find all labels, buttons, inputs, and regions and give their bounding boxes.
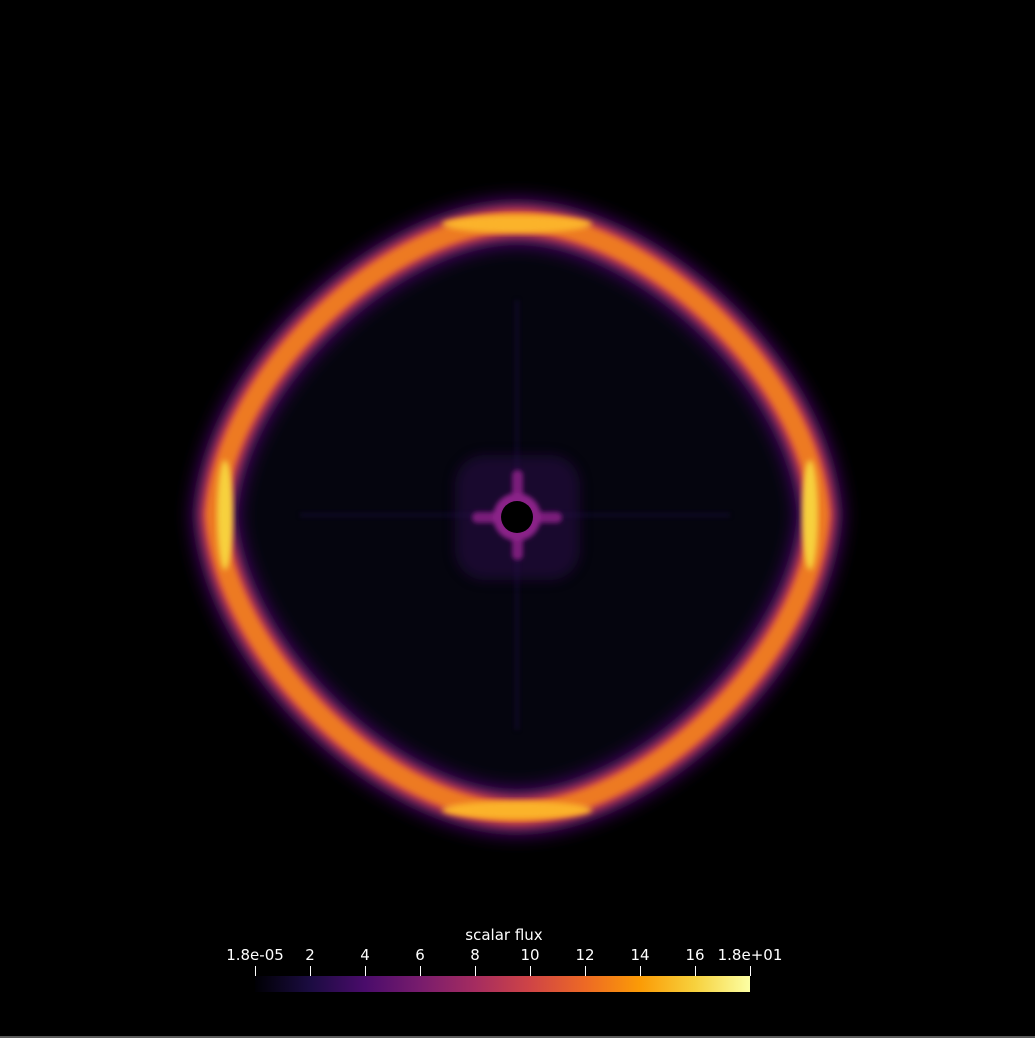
colorbar-tick-label: 10 bbox=[520, 946, 540, 964]
colorbar-tick-label: 1.8e-05 bbox=[226, 946, 284, 964]
colorbar-tick-label: 6 bbox=[415, 946, 425, 964]
colorbar-tick-label: 4 bbox=[360, 946, 370, 964]
colorbar-tick-mark bbox=[474, 966, 476, 976]
hotspot-bottom bbox=[442, 801, 592, 819]
colorbar-tick-mark bbox=[529, 966, 531, 976]
colorbar-tick-mark bbox=[364, 966, 366, 976]
colorbar-tick-label: 16 bbox=[685, 946, 705, 964]
colorbar-gradient bbox=[255, 976, 750, 992]
colorbar-tick-label: 14 bbox=[630, 946, 650, 964]
colorbar-title: scalar flux bbox=[465, 926, 543, 944]
colorbar-tick-label: 12 bbox=[575, 946, 595, 964]
colorbar-tick-label: 8 bbox=[470, 946, 480, 964]
colorbar-tick-label: 2 bbox=[305, 946, 315, 964]
colorbar-tick-mark bbox=[309, 966, 311, 976]
colorbar-tick-mark bbox=[419, 966, 421, 976]
colorbar-tick-mark bbox=[749, 966, 751, 976]
colorbar-tick-label: 1.8e+01 bbox=[717, 946, 783, 964]
colorbar-tick-mark bbox=[639, 966, 641, 976]
hotspot-right bbox=[802, 460, 818, 570]
colorbar-tick-mark bbox=[254, 966, 256, 976]
colorbar-tick-mark bbox=[694, 966, 696, 976]
hotspot-left bbox=[217, 460, 233, 570]
source-hole bbox=[501, 501, 533, 533]
hotspot-top bbox=[442, 215, 592, 233]
colorbar-tick-mark bbox=[584, 966, 586, 976]
scalar-flux-field bbox=[191, 198, 844, 836]
viewport-border bbox=[0, 1036, 1035, 1038]
